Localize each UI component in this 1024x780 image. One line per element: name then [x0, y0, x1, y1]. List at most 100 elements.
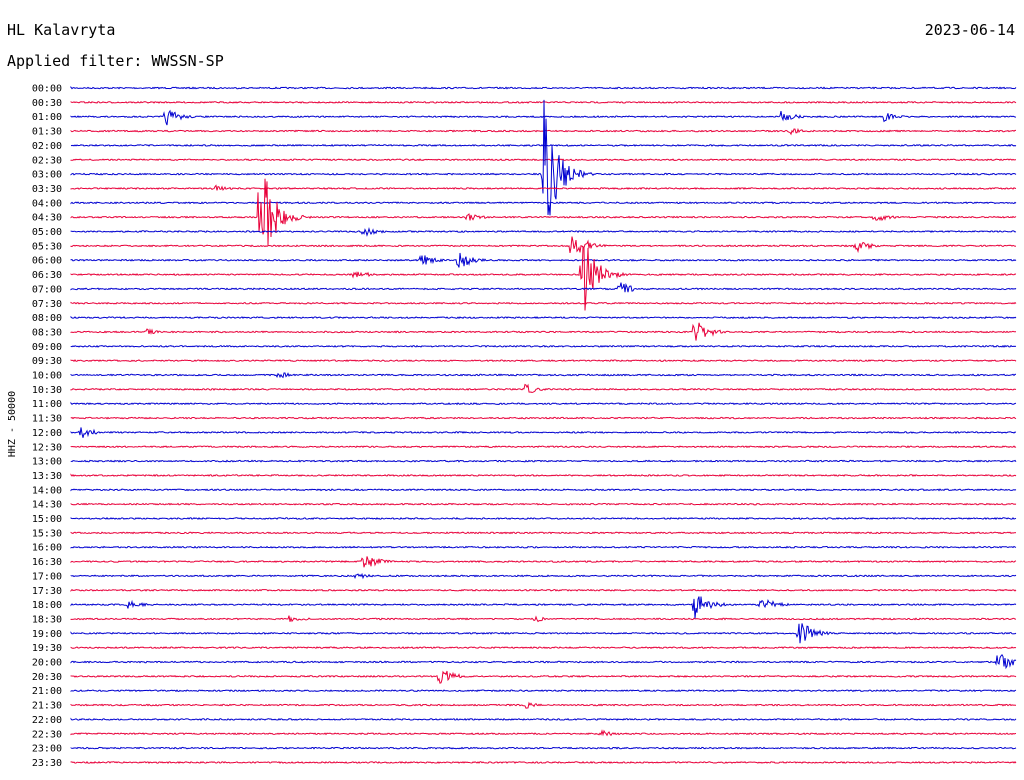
row-time-label: 06:30 — [32, 270, 62, 281]
row-time-label: 15:30 — [32, 528, 62, 539]
row-time-label: 16:30 — [32, 557, 62, 568]
row-time-label: 04:00 — [32, 198, 62, 209]
trace-row — [70, 572, 1017, 580]
trace-row — [70, 646, 1017, 650]
trace-row — [70, 502, 1017, 506]
row-time-label: 20:30 — [32, 672, 62, 683]
trace-row — [70, 545, 1017, 549]
filter-label: Applied filter: WWSSN-SP — [7, 52, 224, 70]
row-time-label: 13:30 — [32, 471, 62, 482]
trace-row — [70, 473, 1017, 477]
row-time-label: 10:30 — [32, 385, 62, 396]
trace-row — [70, 359, 1017, 363]
row-time-label: 14:00 — [32, 485, 62, 496]
row-time-label: 05:00 — [32, 227, 62, 238]
trace-row — [70, 596, 1017, 619]
station-name: HL Kalavryta — [7, 21, 116, 39]
trace-row — [70, 416, 1017, 420]
trace-row — [70, 615, 1016, 623]
trace-row — [70, 201, 1017, 205]
row-time-label: 02:30 — [32, 155, 62, 166]
trace-row — [70, 178, 1017, 246]
trace-row — [70, 531, 1017, 535]
trace-row — [70, 729, 1017, 737]
row-time-label: 12:30 — [32, 442, 62, 453]
trace-row — [70, 623, 1017, 644]
row-time-label: 05:30 — [32, 241, 62, 252]
trace-row — [70, 556, 1017, 568]
trace-row — [70, 717, 1017, 721]
row-time-label: 11:30 — [32, 414, 62, 425]
row-time-label: 07:30 — [32, 299, 62, 310]
trace-row — [70, 689, 1017, 693]
trace-row — [70, 127, 1016, 136]
trace-row — [70, 184, 1017, 191]
trace-row — [70, 701, 1016, 709]
trace-row — [70, 488, 1017, 492]
row-time-label: 11:00 — [32, 399, 62, 410]
row-time-label: 03:00 — [32, 170, 62, 181]
row-time-label: 01:00 — [32, 112, 62, 123]
trace-row — [70, 517, 1017, 521]
trace-row — [70, 282, 1017, 293]
row-time-label: 00:00 — [32, 84, 62, 95]
row-time-label: 23:30 — [32, 758, 62, 769]
trace-row — [70, 427, 1017, 438]
trace-row — [70, 315, 1017, 320]
row-time-label: 18:00 — [32, 600, 62, 611]
trace-row — [70, 236, 1017, 254]
row-time-label: 23:00 — [32, 744, 62, 755]
row-time-label: 18:30 — [32, 614, 62, 625]
row-time-label: 07:00 — [32, 284, 62, 295]
row-time-label: 20:00 — [32, 658, 62, 669]
row-time-label: 04:30 — [32, 213, 62, 224]
trace-row — [70, 100, 1017, 104]
row-time-label: 21:30 — [32, 701, 62, 712]
row-time-label: 22:00 — [32, 715, 62, 726]
trace-row — [70, 445, 1017, 449]
trace-row — [70, 99, 1017, 216]
row-time-label: 09:30 — [32, 356, 62, 367]
trace-row — [70, 301, 1017, 305]
row-time-label: 21:00 — [32, 686, 62, 697]
trace-row — [70, 227, 1017, 237]
row-time-label: 15:00 — [32, 514, 62, 525]
row-time-label: 19:00 — [32, 629, 62, 640]
row-time-label: 10:00 — [32, 371, 62, 382]
row-time-label: 22:30 — [32, 729, 62, 740]
trace-row — [70, 746, 1017, 750]
trace-row — [70, 109, 1017, 126]
trace-row — [70, 85, 1017, 90]
row-time-label: 17:30 — [32, 586, 62, 597]
row-time-label: 12:00 — [32, 428, 62, 439]
row-time-label: 13:00 — [32, 457, 62, 468]
trace-row — [70, 372, 1017, 379]
row-time-label: 00:30 — [32, 98, 62, 109]
trace-row — [70, 401, 1017, 406]
row-time-label: 08:30 — [32, 327, 62, 338]
row-time-label: 06:00 — [32, 256, 62, 267]
record-date: 2023-06-14 — [924, 21, 1015, 39]
row-time-label: 03:30 — [32, 184, 62, 195]
row-time-label: 14:30 — [32, 500, 62, 511]
row-label-layer: 00:00 00:30 01:00 01:30 02:00 02:30 03:00 03:30… — [32, 84, 62, 769]
trace-row — [70, 588, 1017, 592]
row-time-label: 02:00 — [32, 141, 62, 152]
row-time-label: 19:30 — [32, 643, 62, 654]
trace-row — [70, 322, 1017, 341]
trace-row — [70, 670, 1017, 684]
row-time-label: 17:00 — [32, 571, 62, 582]
trace-row — [70, 653, 1017, 670]
trace-row — [70, 344, 1017, 348]
y-axis-label: HHZ - 50000 — [7, 391, 18, 457]
row-time-label: 01:30 — [32, 127, 62, 138]
row-time-label: 16:00 — [32, 543, 62, 554]
trace-row — [70, 245, 1017, 311]
trace-row — [70, 459, 1017, 463]
trace-row — [70, 383, 1017, 394]
trace-row — [70, 760, 1017, 764]
trace-row — [70, 252, 1017, 268]
row-time-label: 09:00 — [32, 342, 62, 353]
